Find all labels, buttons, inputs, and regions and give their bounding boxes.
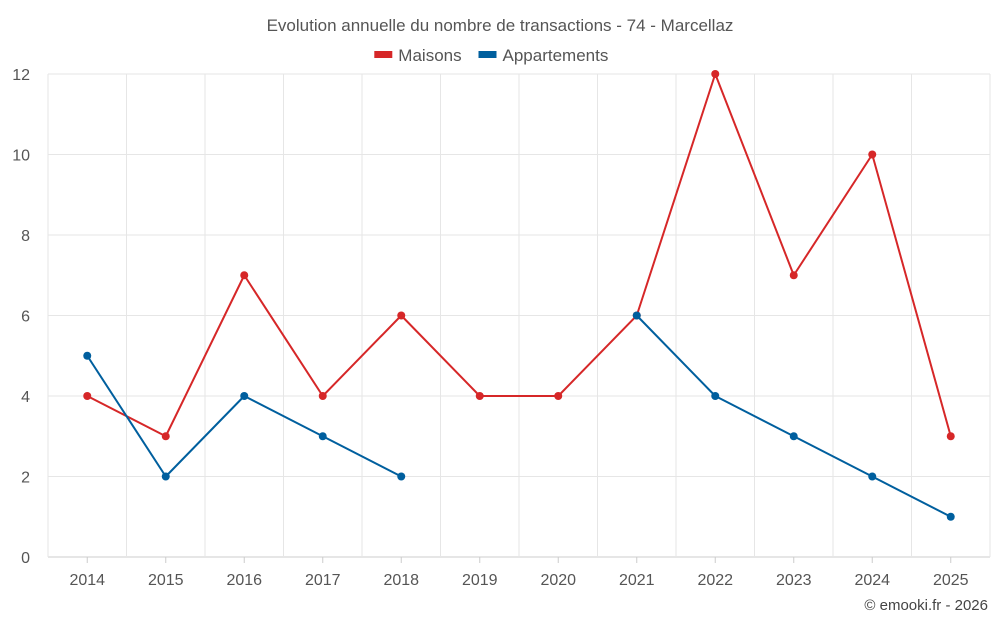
x-tick-label: 2024 xyxy=(854,572,890,589)
y-tick-label: 0 xyxy=(21,550,30,567)
appartements-point xyxy=(161,472,170,481)
maisons-point xyxy=(475,392,484,400)
x-tick-label: 2021 xyxy=(619,572,655,589)
maisons-point xyxy=(83,392,92,400)
maisons-point xyxy=(318,392,327,400)
x-tick-label: 2025 xyxy=(933,572,969,589)
x-tick-label: 2020 xyxy=(540,572,576,589)
appartements-point xyxy=(240,392,249,400)
legend-swatch xyxy=(478,51,497,58)
legend-swatch xyxy=(374,51,393,58)
appartements-point xyxy=(711,392,720,400)
x-tick-label: 2019 xyxy=(462,572,498,589)
appartements-point xyxy=(83,351,92,360)
maisons-point xyxy=(240,271,249,280)
appartements-point xyxy=(868,472,877,481)
x-tick-label: 2017 xyxy=(305,572,341,589)
maisons-point xyxy=(161,432,170,441)
appartements-point xyxy=(318,432,327,441)
x-tick-label: 2023 xyxy=(776,572,812,589)
legend-label: Appartements xyxy=(503,46,609,65)
x-axis: 2014 2015 2016 2017 2018 2019 2020 2021 2022 2023… xyxy=(69,557,969,589)
chart-title: Evolution annuelle du nombre de transact… xyxy=(267,16,734,35)
y-tick-label: 10 xyxy=(12,148,30,165)
grid xyxy=(47,73,991,558)
appartements-point xyxy=(397,472,406,481)
x-tick-label: 2016 xyxy=(226,572,262,589)
x-tick-label: 2018 xyxy=(383,572,419,589)
y-tick-label: 8 xyxy=(21,228,30,245)
y-axis: 0 2 4 6 8 10 12 xyxy=(12,67,30,567)
appartements-point xyxy=(789,432,798,441)
appartements-line xyxy=(636,314,952,518)
legend-item-maisons[interactable]: Maisons xyxy=(374,46,462,65)
legend: Maisons Appartements xyxy=(374,46,608,65)
maisons-point xyxy=(711,70,720,78)
appartements-point xyxy=(946,512,955,521)
maisons-line xyxy=(86,73,952,438)
y-tick-label: 4 xyxy=(21,389,30,406)
appartements-point xyxy=(632,311,641,320)
maisons-point xyxy=(554,392,563,400)
x-tick-label: 2014 xyxy=(69,572,105,589)
maisons-point xyxy=(868,150,877,159)
y-tick-label: 2 xyxy=(21,470,30,487)
y-tick-label: 6 xyxy=(21,309,30,326)
maisons-point xyxy=(946,432,955,441)
maisons-point xyxy=(789,271,798,280)
x-tick-label: 2022 xyxy=(697,572,733,589)
maisons-point xyxy=(397,311,406,320)
legend-label: Maisons xyxy=(398,46,461,65)
x-tick-label: 2015 xyxy=(148,572,184,589)
credit-text: © emooki.fr - 2026 xyxy=(864,597,988,614)
series-group xyxy=(83,70,955,521)
y-tick-label: 12 xyxy=(12,67,30,84)
legend-item-appartements[interactable]: Appartements xyxy=(478,46,609,65)
appartements-line xyxy=(86,355,402,478)
